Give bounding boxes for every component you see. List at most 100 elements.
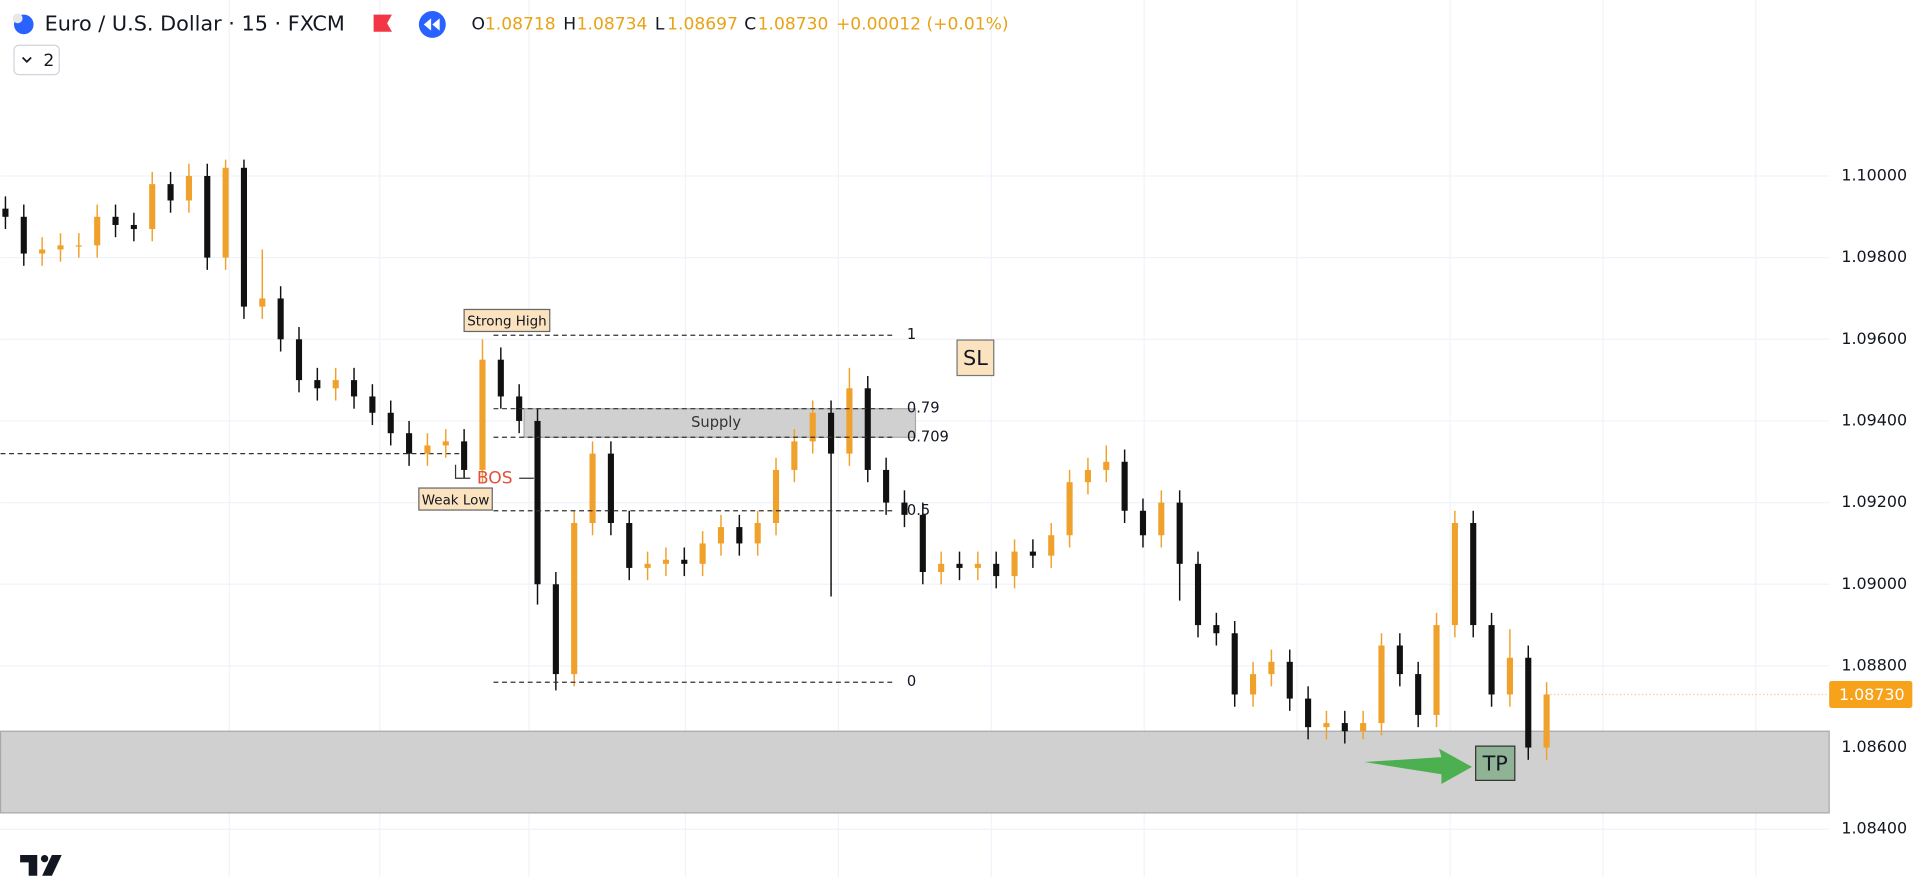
candle-body xyxy=(919,514,926,573)
candle-body xyxy=(1378,645,1385,724)
candle-body xyxy=(1194,563,1202,626)
candle-body xyxy=(754,523,761,544)
candle-body xyxy=(717,527,725,544)
candle-body xyxy=(497,359,504,397)
candle-body xyxy=(1121,461,1128,511)
candle-body xyxy=(1323,723,1330,728)
candle-body xyxy=(809,412,816,442)
candle-body xyxy=(864,388,871,470)
candle-body xyxy=(277,298,284,340)
sl-label-box xyxy=(956,339,995,377)
candle-body xyxy=(57,245,64,250)
supply-label: Supply xyxy=(691,414,741,431)
candle-body xyxy=(772,469,780,524)
logo-part xyxy=(20,854,38,876)
ohlc-value: 1.08730 xyxy=(758,14,829,34)
fib-label: 1 xyxy=(907,326,916,343)
tp-label: TP xyxy=(1482,751,1508,775)
replay-icon xyxy=(423,18,440,31)
overlay: 1 0.79 0.709 0.5 0 Strong High Weak Low BOS SL TP xyxy=(418,308,1516,785)
candle-body xyxy=(387,412,394,434)
tp-arrow xyxy=(1364,748,1473,785)
demand-zone xyxy=(0,730,1830,814)
bos-connector xyxy=(454,464,534,479)
candles xyxy=(2,159,1550,760)
y-tick-label: 1.09000 xyxy=(1841,574,1907,593)
candle-body xyxy=(1341,723,1348,732)
candle-body xyxy=(993,563,1000,577)
bos-label: BOS xyxy=(477,468,513,488)
candle-body xyxy=(607,453,614,524)
candle-body xyxy=(1360,723,1367,732)
last-price-tag xyxy=(1829,681,1913,708)
candle-body xyxy=(204,175,211,258)
y-tick-label: 1.10000 xyxy=(1841,165,1907,184)
candle-body xyxy=(1525,657,1532,748)
last-price-label: 1.08730 xyxy=(1839,685,1905,704)
candle-body xyxy=(901,502,908,515)
candle-body xyxy=(956,563,963,568)
candle-body xyxy=(1231,633,1238,695)
header: Euro / U.S. Dollar · 15 · FXCM O 1.08718… xyxy=(12,11,1009,76)
y-tick-label: 1.08800 xyxy=(1841,655,1907,674)
candle-body xyxy=(185,175,192,201)
candle-body xyxy=(1029,551,1036,556)
tradingview-logo xyxy=(20,854,62,876)
price-axis: 1.10000 1.09800 1.09600 1.09400 1.09200 1.090… xyxy=(1546,165,1913,838)
flag-icon[interactable] xyxy=(373,14,392,32)
ohlc-label: C xyxy=(744,14,756,34)
fib-label: 0.5 xyxy=(907,502,930,519)
candle-body xyxy=(259,298,266,307)
candle-body xyxy=(112,216,119,225)
candle-body xyxy=(1084,469,1091,483)
candle-body xyxy=(1176,502,1183,564)
candle-body xyxy=(222,167,229,258)
candle-body xyxy=(644,563,651,568)
candle-body xyxy=(736,527,743,544)
symbol-title[interactable]: Euro / U.S. Dollar · 15 · FXCM xyxy=(45,11,345,35)
ohlc-value: 1.08697 xyxy=(667,14,738,34)
candle-body xyxy=(1543,694,1550,748)
candle-body xyxy=(662,559,670,564)
candle-body xyxy=(424,445,431,454)
candle-body xyxy=(75,245,82,247)
y-tick-label: 1.08600 xyxy=(1841,737,1907,756)
candle-body xyxy=(369,396,376,413)
candle-body xyxy=(1268,661,1275,675)
candle-body xyxy=(94,216,101,246)
fib-label: 0.79 xyxy=(907,400,940,417)
logo-part xyxy=(40,854,49,863)
candle-body xyxy=(130,224,137,230)
candle-body xyxy=(1048,535,1055,556)
zones: Supply xyxy=(0,408,1830,814)
y-tick-label: 1.09600 xyxy=(1841,329,1907,348)
sl-label: SL xyxy=(963,346,988,370)
candle-body xyxy=(552,584,559,675)
ohlc-label: H xyxy=(563,14,576,34)
weak-low-label: Weak Low xyxy=(422,493,490,508)
logo-part xyxy=(42,854,62,876)
candle-body xyxy=(828,412,835,454)
candle-body xyxy=(1249,674,1257,695)
chevron-icon xyxy=(21,56,32,63)
change-value: +0.00012 (+0.01%) xyxy=(836,14,1009,34)
candle-body xyxy=(461,441,468,470)
candle-body xyxy=(1506,657,1513,695)
candle-body xyxy=(167,184,174,201)
candle-body xyxy=(846,388,853,454)
candle-body xyxy=(1158,502,1165,536)
indicator-toggle[interactable] xyxy=(13,44,60,76)
candle-body xyxy=(1433,625,1440,715)
y-tick-label: 1.08400 xyxy=(1841,819,1907,838)
ohlc-value: 1.08718 xyxy=(485,14,556,34)
candle-body xyxy=(149,184,156,230)
candle-body xyxy=(1286,661,1293,699)
candle-body xyxy=(295,339,303,381)
candle-body xyxy=(1470,523,1477,626)
y-tick-label: 1.09400 xyxy=(1841,410,1907,429)
candle-body xyxy=(350,380,358,397)
candle-body xyxy=(314,380,321,389)
candle-body xyxy=(1213,625,1220,634)
candle-body xyxy=(240,167,248,307)
